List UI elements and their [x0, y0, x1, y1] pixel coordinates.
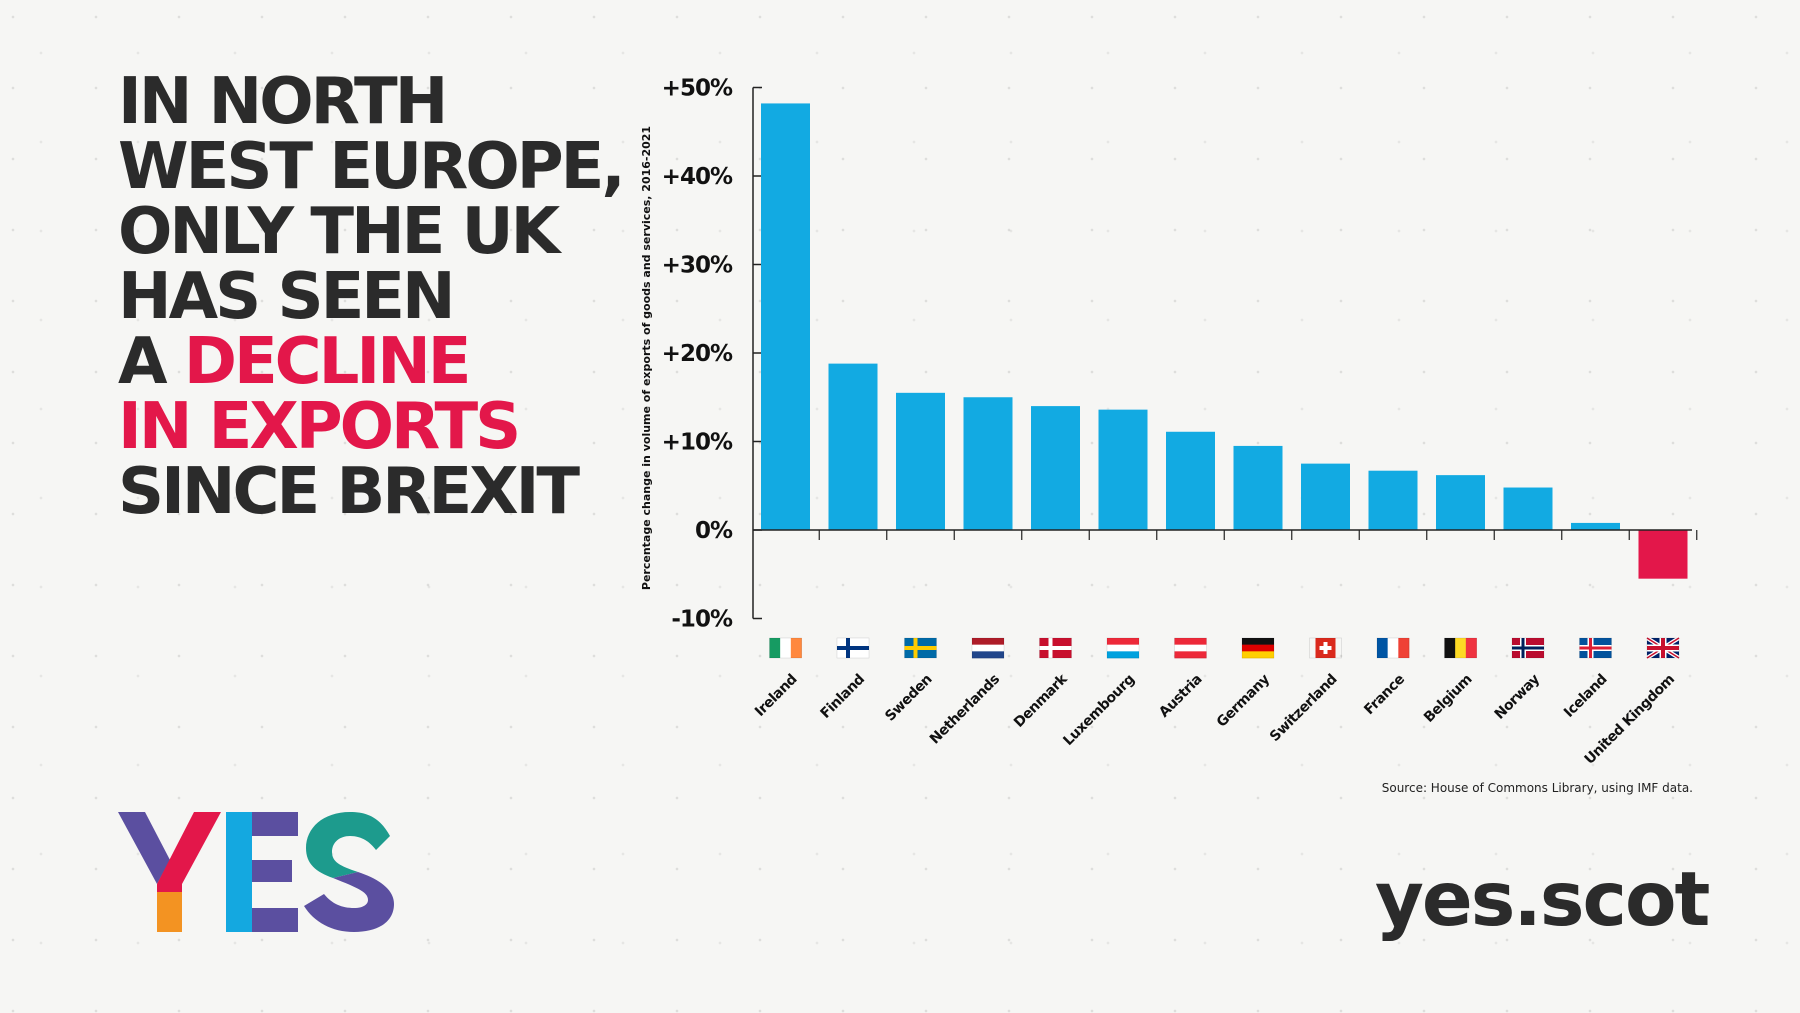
flag-france-icon	[1376, 637, 1410, 659]
headline-line-3: ONLY THE UK	[118, 195, 560, 269]
flag-norway-icon	[1511, 637, 1545, 659]
yes-logo-s-bottom	[304, 872, 394, 932]
headline-line-4: HAS SEEN	[118, 260, 456, 334]
bar-united-kingdom	[1638, 530, 1688, 579]
headline-line-5: A DECLINE	[118, 330, 623, 395]
yes-logo-e-middle	[252, 860, 292, 882]
flag-united-kingdom-icon	[1645, 636, 1681, 660]
x-tick-label: Netherlands	[927, 671, 1003, 747]
y-tick-label: -10%	[671, 607, 733, 633]
yes-logo-y-left-arm	[118, 812, 170, 884]
headline: IN NORTH WEST EUROPE, ONLY THE UK HAS SE…	[118, 65, 626, 529]
flag-germany-icon	[1241, 637, 1275, 659]
x-tick-label: Belgium	[1421, 672, 1475, 726]
yes-logo-y-stem-top	[157, 884, 182, 894]
x-tick-label: Norway	[1492, 671, 1543, 722]
yes-logo-s-top	[306, 812, 390, 878]
x-axis	[753, 529, 1698, 540]
y-tick-label: +10%	[662, 430, 733, 456]
bar-norway	[1503, 487, 1553, 530]
bar-netherlands	[963, 397, 1013, 530]
bar-ireland	[761, 103, 810, 531]
flag-netherlands-icon	[971, 637, 1005, 659]
bar-austria	[1166, 431, 1215, 530]
x-tick-label: Germany	[1214, 671, 1273, 730]
y-tick-label: +40%	[662, 164, 733, 190]
x-tick-label: Switzerland	[1267, 672, 1340, 745]
y-tick-label: +20%	[662, 341, 733, 367]
bar-iceland	[1571, 522, 1620, 530]
yes-logo-e-spine	[226, 812, 252, 932]
source-note: Source: House of Commons Library, using …	[1381, 781, 1693, 795]
site-url: yes.scot	[1375, 855, 1710, 943]
flag-ireland-icon	[769, 637, 802, 659]
yes-logo-e-bottom	[252, 908, 298, 932]
bars	[761, 103, 1688, 579]
bar-france	[1368, 470, 1418, 530]
x-tick-label: Iceland	[1561, 672, 1610, 721]
flag-finland-icon	[836, 637, 870, 659]
y-tick-label: +50%	[662, 76, 733, 102]
y-tick-label: +30%	[662, 253, 733, 279]
yes-logo-y-right-arm	[157, 812, 221, 884]
bar-sweden	[896, 392, 945, 530]
x-tick-label: Denmark	[1011, 671, 1071, 731]
flag-denmark-icon	[1039, 637, 1072, 659]
flag-switzerland-icon	[1309, 637, 1342, 659]
bar-denmark	[1031, 406, 1080, 530]
flags	[769, 636, 1681, 660]
bar-finland	[828, 363, 878, 530]
headline-line-2: WEST EUROPE,	[118, 130, 626, 204]
flag-austria-icon	[1174, 637, 1207, 659]
yes-logo-y-stem	[157, 892, 182, 932]
x-tick-label: Austria	[1156, 671, 1205, 720]
yes-logo	[118, 812, 394, 932]
flag-belgium-icon	[1444, 637, 1477, 659]
y-axis-label: Percentage change in volume of exports o…	[640, 126, 653, 590]
x-tick-label: Sweden	[882, 672, 935, 725]
x-tick-label: Luxembourg	[1060, 672, 1137, 749]
x-tick-label: Finland	[818, 672, 868, 722]
flag-luxembourg-icon	[1106, 637, 1140, 659]
bar-belgium	[1436, 475, 1485, 530]
flag-iceland-icon	[1579, 637, 1612, 659]
bar-germany	[1233, 445, 1283, 530]
flag-sweden-icon	[904, 637, 937, 659]
headline-line-5-prefix: A	[118, 325, 184, 399]
y-tick-label: 0%	[695, 518, 733, 544]
exports-bar-chart: Percentage change in volume of exports o…	[640, 76, 1698, 768]
headline-highlight-exports: IN EXPORTS	[118, 390, 521, 464]
headline-line-7: SINCE BREXIT	[118, 455, 580, 529]
headline-line-1: IN NORTH	[118, 65, 448, 139]
x-tick-label: France	[1361, 672, 1408, 719]
yes-logo-e-top	[252, 812, 298, 836]
bar-switzerland	[1301, 463, 1350, 530]
headline-highlight-decline: DECLINE	[183, 325, 472, 399]
bar-luxembourg	[1098, 409, 1148, 530]
x-tick-label: Ireland	[752, 672, 800, 720]
y-axis: +50% +40% +30% +20% +10% 0% -10%	[662, 76, 762, 633]
